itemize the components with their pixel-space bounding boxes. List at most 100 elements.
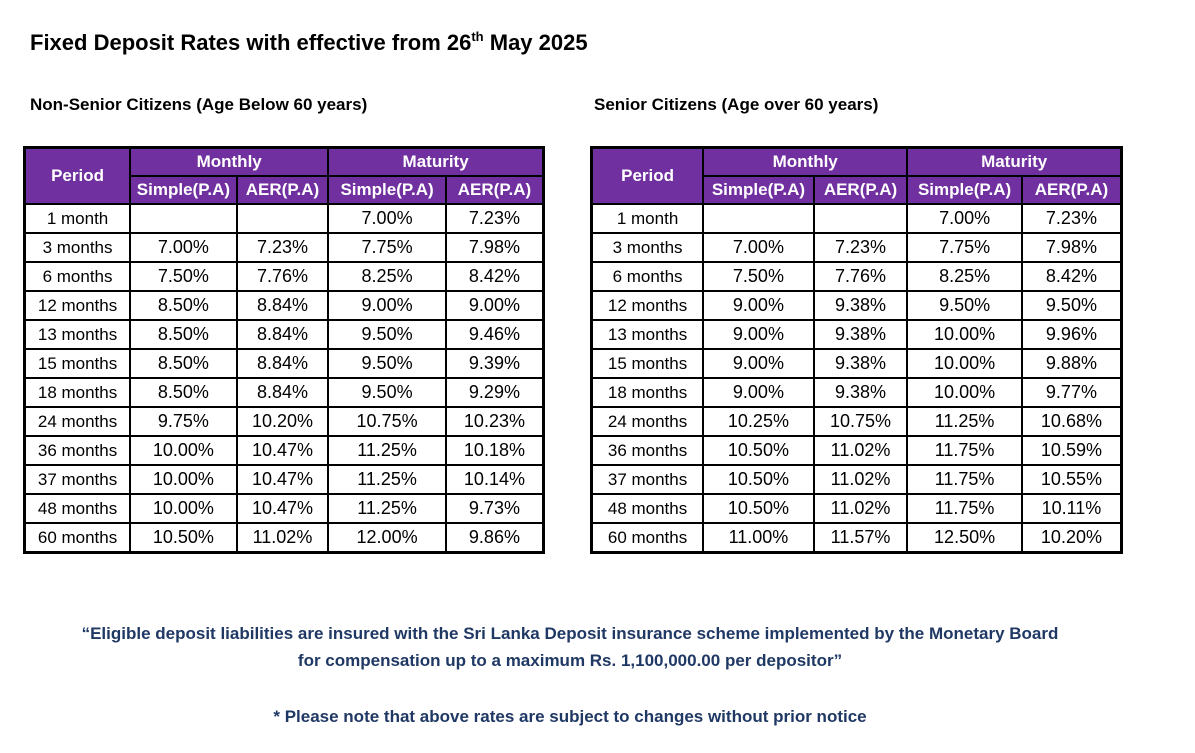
- maturity-simple-cell: 9.50%: [327, 348, 447, 379]
- monthly-header: Monthly: [702, 146, 909, 177]
- maturity-simple-cell: 11.25%: [327, 464, 447, 495]
- monthly-aer-cell: 11.02%: [812, 464, 909, 495]
- period-cell: 18 months: [23, 377, 132, 408]
- table-row: 15 months 8.50% 8.84% 9.50% 9.39%: [23, 348, 545, 379]
- maturity-simple-cell: 11.25%: [906, 406, 1023, 437]
- maturity-simple-cell: 11.75%: [906, 464, 1023, 495]
- monthly-aer-cell: 9.38%: [812, 319, 909, 350]
- maturity-aer-header: AER(P.A): [1020, 175, 1123, 205]
- maturity-aer-cell: 10.23%: [444, 406, 545, 437]
- period-cell: 3 months: [23, 232, 132, 263]
- monthly-aer-cell: 8.84%: [235, 377, 330, 408]
- period-cell: 1 month: [590, 203, 705, 234]
- maturity-aer-cell: 10.18%: [444, 435, 545, 466]
- table-row: 37 months 10.00% 10.47% 11.25% 10.14%: [23, 464, 545, 495]
- monthly-aer-cell: 9.38%: [812, 377, 909, 408]
- table-row: 13 months 8.50% 8.84% 9.50% 9.46%: [23, 319, 545, 350]
- maturity-aer-cell: 9.77%: [1020, 377, 1123, 408]
- maturity-simple-cell: 9.00%: [327, 290, 447, 321]
- monthly-simple-cell: 7.50%: [702, 261, 815, 292]
- non-senior-rates-table: Period Monthly Maturity Simple(P.A) AER(…: [23, 146, 545, 554]
- insurance-notice-line1: “Eligible deposit liabilities are insure…: [81, 624, 1059, 643]
- maturity-aer-cell: 10.20%: [1020, 522, 1123, 554]
- period-cell: 1 month: [23, 203, 132, 234]
- monthly-aer-cell: 9.38%: [812, 290, 909, 321]
- monthly-simple-header: Simple(P.A): [129, 175, 238, 205]
- monthly-simple-cell: 8.50%: [129, 348, 238, 379]
- senior-table-body: 1 month 7.00% 7.23% 3 months 7.00% 7.23% 7.75%…: [590, 203, 1123, 554]
- period-cell: 13 months: [23, 319, 132, 350]
- monthly-aer-cell: 10.47%: [235, 435, 330, 466]
- table-subheader-row: Simple(P.A) AER(P.A) Simple(P.A) AER(P.A…: [25, 175, 545, 205]
- maturity-aer-cell: 9.29%: [444, 377, 545, 408]
- table-row: 3 months 7.00% 7.23% 7.75% 7.98%: [23, 232, 545, 263]
- monthly-aer-header: AER(P.A): [235, 175, 330, 205]
- table-header-row: Period Monthly Maturity: [23, 146, 545, 205]
- table-subheader-row: Simple(P.A) AER(P.A) Simple(P.A) AER(P.A…: [592, 175, 1123, 205]
- monthly-simple-cell: [702, 203, 815, 234]
- maturity-simple-cell: 11.25%: [327, 493, 447, 524]
- table-row: 15 months 9.00% 9.38% 10.00% 9.88%: [590, 348, 1123, 379]
- page-title-tail: May 2025: [483, 30, 588, 55]
- monthly-aer-header: AER(P.A): [812, 175, 909, 205]
- maturity-simple-cell: 7.00%: [906, 203, 1023, 234]
- monthly-simple-cell: 9.00%: [702, 377, 815, 408]
- monthly-simple-cell: 10.50%: [702, 435, 815, 466]
- maturity-aer-cell: 7.23%: [444, 203, 545, 234]
- maturity-aer-cell: 10.11%: [1020, 493, 1123, 524]
- period-cell: 18 months: [590, 377, 705, 408]
- table-row: 24 months 10.25% 10.75% 11.25% 10.68%: [590, 406, 1123, 437]
- period-cell: 12 months: [23, 290, 132, 321]
- maturity-simple-cell: 8.25%: [906, 261, 1023, 292]
- monthly-aer-cell: 7.76%: [812, 261, 909, 292]
- maturity-aer-cell: 7.23%: [1020, 203, 1123, 234]
- monthly-aer-cell: 11.02%: [812, 435, 909, 466]
- maturity-simple-cell: 12.50%: [906, 522, 1023, 554]
- maturity-aer-cell: 10.68%: [1020, 406, 1123, 437]
- period-cell: 24 months: [23, 406, 132, 437]
- table-row: 1 month 7.00% 7.23%: [590, 203, 1123, 234]
- maturity-aer-cell: 7.98%: [1020, 232, 1123, 263]
- monthly-simple-cell: 10.00%: [129, 493, 238, 524]
- period-cell: 60 months: [590, 522, 705, 554]
- insurance-notice-line2: for compensation up to a maximum Rs. 1,1…: [297, 651, 843, 670]
- page-title-superscript: th: [471, 29, 484, 44]
- table-row: 1 month 7.00% 7.23%: [23, 203, 545, 234]
- non-senior-heading: Non-Senior Citizens (Age Below 60 years): [30, 95, 368, 114]
- non-senior-table-body: 1 month 7.00% 7.23% 3 months 7.00% 7.23% 7.75%…: [23, 203, 545, 554]
- table-row: 37 months 10.50% 11.02% 11.75% 10.55%: [590, 464, 1123, 495]
- monthly-header: Monthly: [129, 146, 330, 177]
- maturity-simple-cell: 11.75%: [906, 435, 1023, 466]
- maturity-aer-cell: 10.55%: [1020, 464, 1123, 495]
- table-row: 12 months 9.00% 9.38% 9.50% 9.50%: [590, 290, 1123, 321]
- page-title-main: Fixed Deposit Rates with effective from …: [30, 30, 472, 55]
- period-cell: 12 months: [590, 290, 705, 321]
- senior-rates-table: Period Monthly Maturity Simple(P.A) AER(…: [590, 146, 1123, 554]
- monthly-aer-cell: 11.02%: [812, 493, 909, 524]
- monthly-aer-cell: 9.38%: [812, 348, 909, 379]
- table-row: 13 months 9.00% 9.38% 10.00% 9.96%: [590, 319, 1123, 350]
- maturity-aer-cell: 10.14%: [444, 464, 545, 495]
- period-cell: 13 months: [590, 319, 705, 350]
- period-cell: 6 months: [590, 261, 705, 292]
- monthly-aer-cell: [235, 203, 330, 234]
- monthly-aer-cell: 10.20%: [235, 406, 330, 437]
- period-cell: 3 months: [590, 232, 705, 263]
- maturity-simple-header: Simple(P.A): [327, 175, 447, 205]
- monthly-aer-cell: 8.84%: [235, 290, 330, 321]
- period-cell: 36 months: [590, 435, 705, 466]
- maturity-simple-cell: 10.00%: [906, 319, 1023, 350]
- monthly-simple-cell: 9.00%: [702, 290, 815, 321]
- maturity-simple-cell: 11.75%: [906, 493, 1023, 524]
- period-cell: 24 months: [590, 406, 705, 437]
- table-row: 48 months 10.00% 10.47% 11.25% 9.73%: [23, 493, 545, 524]
- period-cell: 15 months: [590, 348, 705, 379]
- maturity-simple-cell: 10.00%: [906, 377, 1023, 408]
- period-header: Period: [23, 146, 132, 205]
- maturity-simple-cell: 7.75%: [906, 232, 1023, 263]
- maturity-aer-cell: 9.46%: [444, 319, 545, 350]
- monthly-aer-cell: 7.76%: [235, 261, 330, 292]
- maturity-simple-cell: 10.75%: [327, 406, 447, 437]
- monthly-aer-cell: 11.02%: [235, 522, 330, 554]
- monthly-simple-cell: 7.00%: [129, 232, 238, 263]
